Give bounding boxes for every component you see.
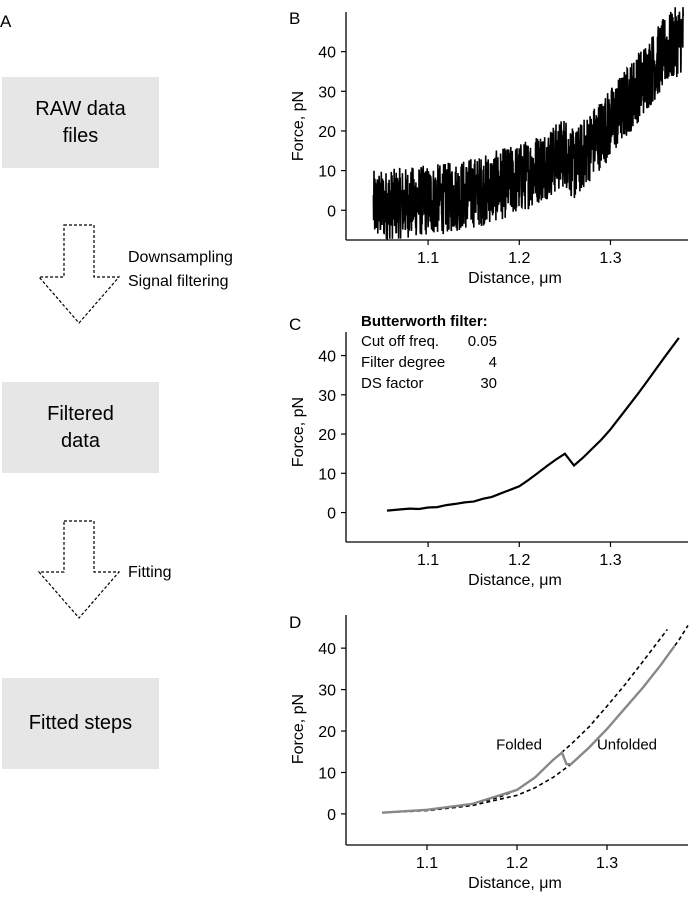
arrow1-label-line2: Signal filtering [128,273,229,290]
panel-c-y-tick-label: 10 [318,466,336,483]
raw-data-box-line1: RAW data [35,97,126,120]
panel-d-y-tick-label: 40 [318,641,336,658]
flow-arrows [37,224,121,619]
legend-title: Butterworth filter: [361,313,488,330]
panel-b-y-tick-label: 10 [318,164,336,181]
panel-d-x-tick-label: 1.3 [596,855,618,872]
folded-annotation: Folded [496,737,542,754]
panel-d-y-tick-label: 10 [318,765,336,782]
arrow1-label: Downsampling Signal filtering [128,246,233,294]
raw-trace-line [372,7,685,241]
panel-c-y-axis-label: Force, pN [290,397,307,467]
arrow1-label-line1: Downsampling [128,249,233,266]
legend-row-label: Filter degree [361,354,445,371]
filtered-trace-line [386,337,680,512]
panel-b-y-tick-label: 20 [318,124,336,141]
panel-d-y-tick-label: 20 [318,724,336,741]
panel-d-x-tick-label: 1.1 [416,855,438,872]
down-arrow-icon [37,224,121,324]
raw-data-box: RAW data files [2,77,159,168]
legend-row-value: 30 [480,375,497,392]
panel-b-y-axis-label: Force, pN [290,91,307,161]
panel-c-y-tick-label: 30 [318,388,336,405]
panel-b-x-tick-label: 1.3 [599,250,621,267]
panel-d-x-axis-label: Distance, μm [468,875,562,892]
panel-c-x-tick-label: 1.2 [508,552,530,569]
panel-b-x-tick-label: 1.1 [417,250,439,267]
legend-row-value: 0.05 [468,333,497,350]
unfolded-annotation: Unfolded [597,737,657,754]
panel-d-letter: D [289,613,301,632]
arrow2-label-line1: Fitting [128,564,172,581]
panel-b-y-tick-label: 40 [318,45,336,62]
panel-b-x-axis-label: Distance, μm [468,270,562,287]
panel-b-y-tick-label: 0 [327,203,336,220]
panel-c-x-tick-label: 1.1 [417,552,439,569]
panel-label-a: A [0,12,12,31]
panel-b-y-tick-label: 30 [318,84,336,101]
fitted-steps-box-line1: Fitted steps [28,712,133,734]
legend-row-label: Cut off freq. [361,333,439,350]
panel-c-y-tick-label: 0 [327,506,336,523]
arrow2-label: Fitting [128,561,172,585]
legend-row-label: DS factor [361,375,424,392]
panel-c-letter: C [289,315,301,334]
panel-c-y-tick-label: 20 [318,427,336,444]
panel-b-x-tick-label: 1.2 [508,250,530,267]
fitted-steps-box: Fitted steps [2,678,159,769]
panel-d-y-tick-label: 0 [327,807,336,824]
panel-d-x-tick-label: 1.2 [506,855,528,872]
unfolded-fit-line [381,624,689,814]
panel-c-x-axis-label: Distance, μm [468,572,562,589]
filtered-data-box-line1: Filtered [47,402,114,425]
filtered-data-box-line2: data [61,429,100,452]
down-arrow-icon [37,520,121,619]
legend-row-value: 4 [489,354,497,371]
panel-c-y-tick-label: 40 [318,349,336,366]
panel-d-y-tick-label: 30 [318,683,336,700]
fitted-steps-line [381,645,676,814]
filtered-data-box: Filtered data [2,382,159,473]
panel-d-y-axis-label: Force, pN [290,694,307,764]
panel-b-letter: B [289,9,300,28]
raw-data-box-line2: files [62,124,99,147]
panel-c-x-tick-label: 1.3 [599,552,621,569]
